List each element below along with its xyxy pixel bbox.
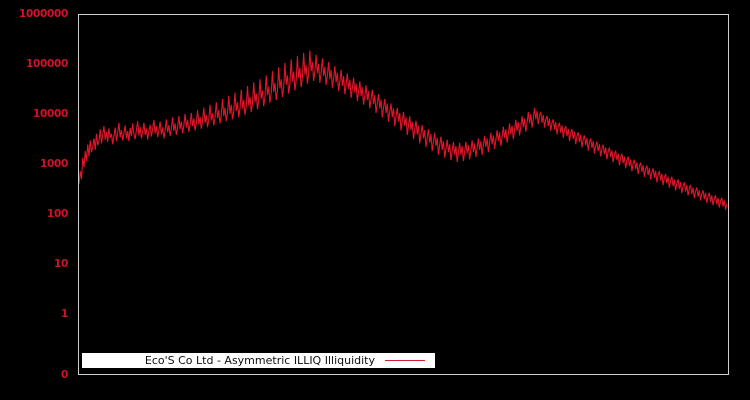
series-layer xyxy=(79,15,730,376)
y-axis: 1000000 100000 10000 1000 100 10 1 0 xyxy=(0,0,78,400)
legend-line-swatch xyxy=(385,360,425,361)
plot-area xyxy=(78,14,729,375)
chart-legend: Eco'S Co Ltd - Asymmetric ILLIQ Illiquid… xyxy=(82,353,435,368)
y-tick-label-10000: 10000 xyxy=(32,108,68,120)
y-tick-label-10: 10 xyxy=(53,258,68,270)
y-tick-label-1000: 1000 xyxy=(39,158,68,170)
legend-label: Eco'S Co Ltd - Asymmetric ILLIQ Illiquid… xyxy=(144,354,375,367)
y-tick-label-0: 0 xyxy=(60,369,68,381)
y-tick-label-1000000: 1000000 xyxy=(18,8,68,20)
illiquidity-series-path xyxy=(79,50,728,210)
y-tick-label-100: 100 xyxy=(46,208,68,220)
y-tick-label-100000: 100000 xyxy=(25,58,68,70)
y-tick-label-1: 1 xyxy=(60,308,68,320)
